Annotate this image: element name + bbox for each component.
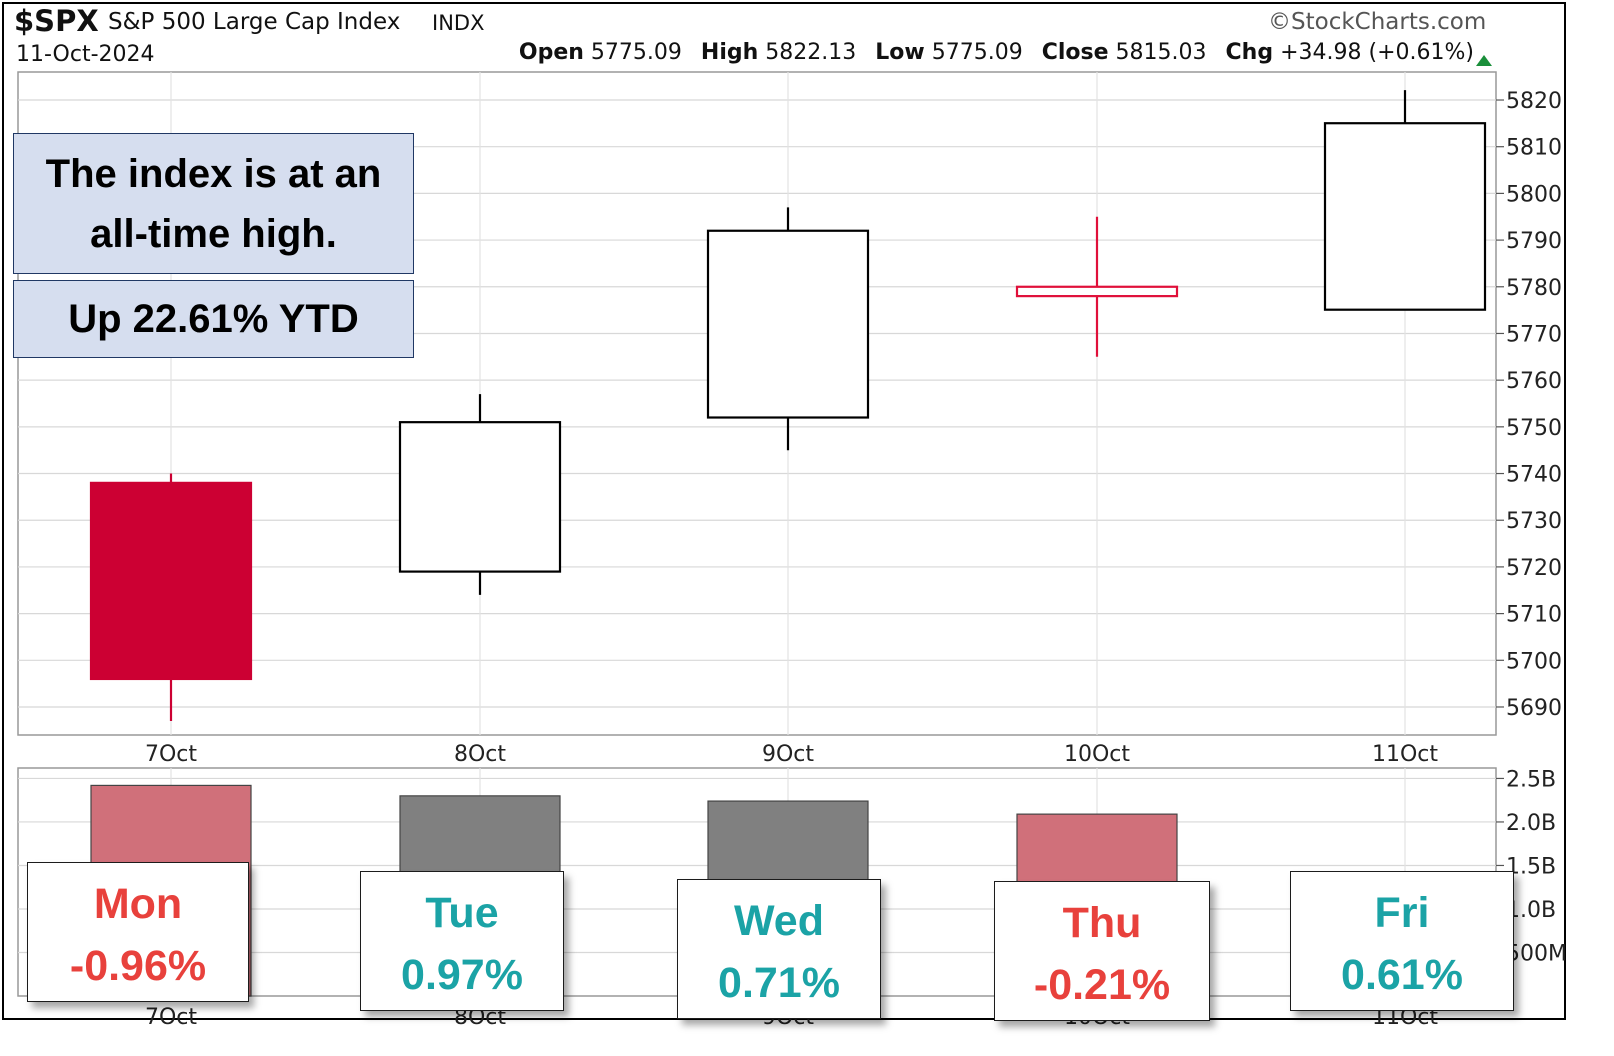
day-label: Thu — [1062, 899, 1142, 947]
price-tick-label: 5760 — [1506, 369, 1562, 394]
price-tick-label: 5790 — [1506, 229, 1562, 254]
day-box-tue: Tue 0.97% — [360, 871, 564, 1011]
candle-body — [1323, 122, 1487, 311]
price-tick-label: 5780 — [1506, 276, 1562, 301]
day-label: Tue — [425, 889, 499, 937]
volume-tick-label: 1.0B — [1506, 898, 1556, 923]
x-tick-label: 11Oct — [1372, 742, 1438, 767]
x-tick-label: 7Oct — [145, 742, 197, 767]
price-tick-label: 5770 — [1506, 322, 1562, 347]
ytd-note: Up 22.61% YTD — [13, 280, 414, 358]
day-label: Fri — [1374, 889, 1430, 937]
price-tick-label: 5690 — [1506, 696, 1562, 721]
candle-body — [1015, 285, 1179, 298]
up-triangle-icon — [1476, 55, 1492, 66]
exchange-label: INDX — [432, 11, 485, 35]
ticker-symbol: $SPX — [14, 4, 99, 38]
ath-line-2: all-time high. — [90, 212, 337, 256]
day-percent: 0.61% — [1341, 951, 1463, 999]
chart-frame — [2, 2, 1566, 1020]
day-percent: -0.96% — [69, 942, 207, 990]
all-time-high-note: The index is at an all-time high. — [13, 133, 414, 274]
open-value: 5775.09 — [590, 40, 682, 65]
volume-tick-label: 500M — [1506, 941, 1567, 966]
day-label: Mon — [93, 880, 183, 928]
day-box-thu: Thu -0.21% — [994, 881, 1210, 1021]
low-value: 5775.09 — [931, 40, 1023, 65]
price-tick-label: 5810 — [1506, 136, 1562, 161]
volume-tick-label: 1.5B — [1506, 854, 1556, 879]
chart-date: 11-Oct-2024 — [16, 42, 155, 67]
price-tick-label: 5720 — [1506, 556, 1562, 581]
candle-body — [89, 481, 253, 681]
price-tick-label: 5800 — [1506, 182, 1562, 207]
price-tick-label: 5700 — [1506, 649, 1562, 674]
day-label: Wed — [734, 897, 824, 945]
chg-value: +34.98 (+0.61%) — [1280, 40, 1474, 65]
ohlc-readout: Open 5775.09 High 5822.13 Low 5775.09 Cl… — [519, 40, 1474, 65]
high-label: High — [700, 40, 759, 65]
price-tick-label: 5750 — [1506, 416, 1562, 441]
day-box-mon: Mon -0.96% — [27, 862, 249, 1002]
high-value: 5822.13 — [765, 40, 857, 65]
index-name: S&P 500 Large Cap Index — [108, 9, 401, 35]
low-label: Low — [875, 40, 925, 65]
day-box-wed: Wed 0.71% — [677, 879, 881, 1019]
price-tick-label: 5730 — [1506, 509, 1562, 534]
candle-body — [706, 229, 870, 419]
x-tick-label: 8Oct — [454, 742, 506, 767]
close-label: Close — [1041, 40, 1109, 65]
day-box-fri: Fri 0.61% — [1290, 871, 1514, 1011]
volume-tick-label: 2.0B — [1506, 811, 1556, 836]
day-percent: -0.21% — [1033, 961, 1171, 1009]
volume-tick-label: 2.5B — [1506, 767, 1556, 792]
chg-label: Chg — [1225, 40, 1274, 65]
x-tick-label: 9Oct — [762, 742, 814, 767]
close-value: 5815.03 — [1115, 40, 1207, 65]
price-tick-label: 5710 — [1506, 603, 1562, 628]
stockcharts-logo: ©StockCharts.com — [1268, 9, 1487, 35]
candle-body — [398, 421, 562, 573]
day-percent: 0.97% — [401, 951, 523, 999]
day-percent: 0.71% — [718, 959, 840, 1007]
ath-line-1: The index is at an — [45, 152, 382, 196]
x-tick-label: 10Oct — [1064, 742, 1130, 767]
open-label: Open — [518, 40, 584, 65]
volume-x-tick-label: 7Oct — [145, 1005, 197, 1030]
price-tick-label: 5820 — [1506, 89, 1562, 114]
price-tick-label: 5740 — [1506, 463, 1562, 488]
